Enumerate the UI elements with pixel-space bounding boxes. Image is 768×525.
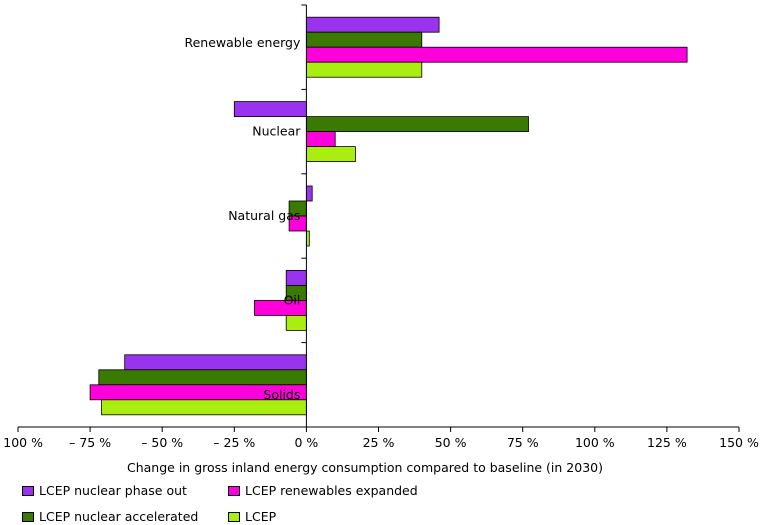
bars-layer: [89, 16, 688, 416]
legend-swatch: [228, 511, 240, 522]
x-tick-label: 75 %: [507, 435, 539, 450]
x-tick-label: – 75 %: [69, 435, 111, 450]
legend-label: LCEP nuclear phase out: [39, 483, 187, 498]
bar-solids-series-3: [101, 399, 307, 416]
legend-item-nuclear-accelerated: LCEP nuclear accelerated: [22, 509, 198, 524]
bar-natural-gas-series-0: [305, 185, 313, 202]
x-tick-label: 50 %: [435, 435, 467, 450]
x-tick-labels: – 100 % – 75 % – 50 % – 25 % 0 % 25 % 50 % 75 %…: [0, 435, 759, 450]
bar-nuclear-series-1: [305, 116, 529, 132]
x-axis-title: Change in gross inland energy consumptio…: [127, 460, 603, 475]
category-label: Nuclear: [252, 124, 301, 139]
bar-nuclear-series-2: [305, 131, 336, 148]
legend-label: LCEP renewables expanded: [245, 483, 418, 498]
legend-item-nuclear-phase-out: LCEP nuclear phase out: [22, 483, 187, 498]
legend-item-renewables-expanded: LCEP renewables expanded: [228, 483, 418, 498]
bar-solids-series-1: [98, 369, 307, 386]
legend-swatch: [22, 485, 34, 496]
x-tick-label: 0 %: [294, 435, 318, 450]
bar-nuclear-series-0: [233, 101, 307, 117]
bar-solids-series-0: [124, 354, 307, 371]
legend-item-lcep: LCEP: [228, 509, 276, 524]
x-tick-label: 150 %: [719, 435, 759, 450]
x-tick-label: 100 %: [575, 435, 615, 450]
category-label: Oil: [284, 292, 301, 307]
legend-label: LCEP: [245, 509, 277, 524]
x-tick-label: 125 %: [647, 435, 687, 450]
bar-oil-series-0: [285, 269, 307, 286]
bar-renewable-energy-series-0: [305, 16, 440, 33]
category-label: Natural gas: [228, 208, 300, 223]
x-tick-label: 25 %: [363, 435, 395, 450]
legend-swatch: [228, 485, 240, 496]
category-label: Solids: [263, 387, 300, 402]
x-tick-label: – 100 %: [0, 435, 43, 450]
category-labels: Renewable energy Nuclear Natural gas Oil Sol…: [184, 35, 301, 402]
category-label: Renewable energy: [184, 35, 301, 50]
bar-renewable-energy-series-1: [305, 31, 423, 48]
bar-nuclear-series-3: [305, 146, 356, 163]
x-tick-label: – 50 %: [141, 435, 183, 450]
legend-swatch: [22, 511, 34, 522]
x-tick-label: – 25 %: [213, 435, 255, 450]
axes-layer: [17, 4, 740, 432]
bar-renewable-energy-series-2: [305, 46, 688, 63]
legend-label: LCEP nuclear accelerated: [39, 509, 199, 524]
bar-oil-series-3: [285, 314, 307, 331]
bar-renewable-energy-series-3: [305, 61, 423, 78]
